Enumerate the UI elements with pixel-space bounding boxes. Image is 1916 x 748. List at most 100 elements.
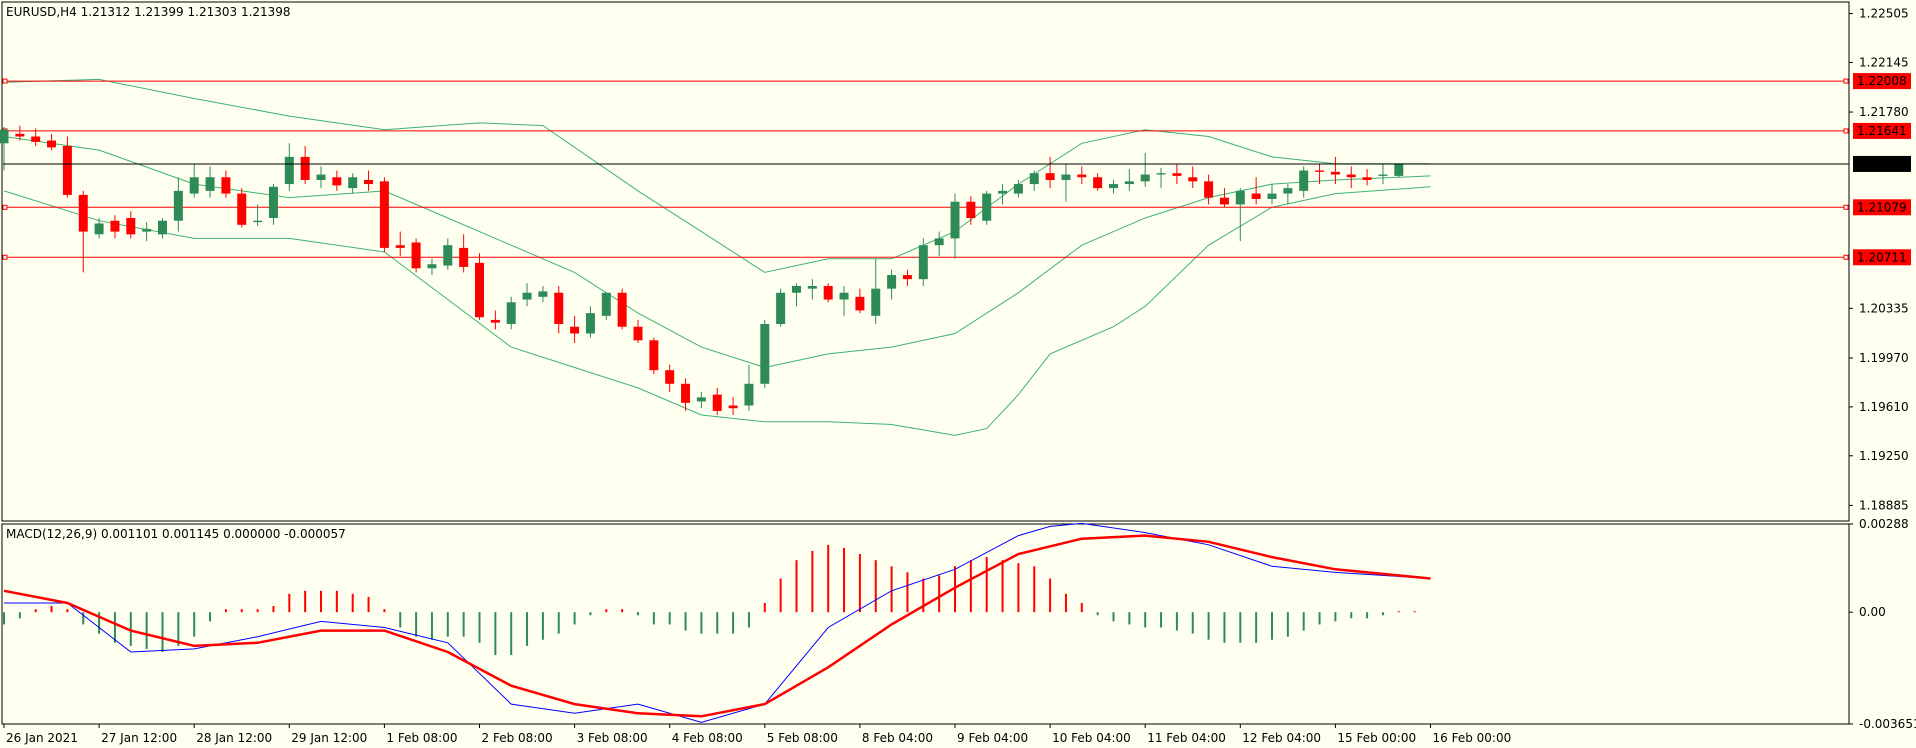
candle-body <box>776 292 786 324</box>
candle-body <box>506 302 516 324</box>
candle-body <box>649 340 659 371</box>
candle-body <box>332 177 342 186</box>
candle-body <box>1315 170 1325 172</box>
candle-body <box>1235 190 1245 205</box>
candle-body <box>459 247 469 267</box>
candle-body <box>1156 173 1166 175</box>
candle-body <box>538 291 548 297</box>
level-anchor-left <box>2 204 8 210</box>
candle-body <box>1045 173 1055 180</box>
candle-body <box>1124 181 1134 185</box>
candle-body <box>1140 174 1150 182</box>
candle-body <box>158 220 167 235</box>
level-price-tag <box>1853 249 1911 266</box>
time-tick-label: 26 Jan 2021 <box>6 731 78 745</box>
candle-body <box>237 193 247 225</box>
candle-body <box>427 264 437 269</box>
candle-body <box>189 177 199 194</box>
signal-line <box>3 534 1431 718</box>
candle-body <box>15 133 25 137</box>
macd-line <box>4 522 1431 723</box>
candle-body <box>253 220 263 223</box>
candle-body <box>1188 177 1198 182</box>
candle-body <box>395 245 405 248</box>
candle-body <box>490 319 500 323</box>
candle-body <box>839 292 849 300</box>
candle-body <box>585 313 595 334</box>
macd-tick-label: 0.00288 <box>1859 517 1909 531</box>
candle-body <box>221 177 231 194</box>
price-tick-label: 1.22145 <box>1859 55 1909 69</box>
candle-body <box>792 285 801 293</box>
price-tick-label: 1.19610 <box>1859 400 1909 414</box>
candle-body <box>522 292 532 300</box>
time-tick-label: 15 Feb 00:00 <box>1337 731 1416 745</box>
candle-body <box>712 394 722 411</box>
price-tick-label: 1.22505 <box>1859 7 1909 21</box>
candle-body <box>284 156 294 185</box>
time-tick-label: 29 Jan 12:00 <box>291 731 367 745</box>
candle-body <box>443 245 453 266</box>
level-price-tag <box>1853 73 1911 90</box>
level-price-label: 1.21079 <box>1857 200 1907 214</box>
candle-body <box>126 218 136 235</box>
price-panel[interactable]: 1.22505 1.22145 1.21780 1.20335 1.19970 1.196… <box>0 1 1911 522</box>
price-tick-label: 1.18885 <box>1859 498 1909 512</box>
time-tick-label: 9 Feb 04:00 <box>957 731 1028 745</box>
bollinger-lower-band <box>3 186 1431 436</box>
candle-body <box>887 275 897 289</box>
candle-body <box>475 262 484 318</box>
candle-body <box>744 383 754 406</box>
candle-body <box>1029 173 1039 185</box>
candle-body <box>142 228 152 232</box>
candle-body <box>0 129 9 144</box>
time-tick-label: 28 Jan 12:00 <box>196 731 272 745</box>
candle-body <box>1172 173 1182 176</box>
candle-body <box>411 242 421 269</box>
candle-body <box>1299 170 1309 191</box>
candle-body <box>364 179 374 185</box>
candle-body <box>998 190 1008 194</box>
candle-body <box>205 177 215 191</box>
candle-body <box>110 220 120 232</box>
candle-body <box>950 201 960 239</box>
candle-body <box>173 190 183 221</box>
candle-body <box>1061 174 1071 180</box>
macd-axis: 0.00288 0.00 -0.003651 <box>1849 517 1916 731</box>
candle-body <box>1378 174 1388 176</box>
candle-body <box>696 397 706 402</box>
price-tick-label: 1.20335 <box>1859 301 1909 315</box>
candle-body <box>570 326 580 334</box>
candle-body <box>379 181 389 248</box>
candle-body <box>918 245 928 280</box>
time-tick-label: 11 Feb 04:00 <box>1147 731 1226 745</box>
candle-body <box>1283 188 1293 194</box>
time-axis: 26 Jan 2021 27 Jan 12:00 28 Jan 12:00 29 Ja… <box>3 724 1511 745</box>
macd-tick-label: 0.00 <box>1859 605 1886 619</box>
candle-body <box>728 405 738 409</box>
macd-panel[interactable]: 0.00288 0.00 -0.003651 MACD(12,26,9) 0.001… <box>1 517 1916 731</box>
candle-body <box>934 238 944 246</box>
candle-body <box>1267 193 1277 200</box>
candle-body <box>1219 197 1229 205</box>
candle-body <box>871 288 881 316</box>
candle-body <box>1077 174 1087 178</box>
candle-body <box>823 285 833 300</box>
current-price-tag <box>1853 155 1911 172</box>
level-anchor-left <box>2 254 8 260</box>
time-tick-label: 8 Feb 04:00 <box>862 731 933 745</box>
price-axis: 1.22505 1.22145 1.21780 1.20335 1.19970 1.196… <box>1849 7 1909 512</box>
macd-tick-label: -0.003651 <box>1859 717 1916 731</box>
candle-body <box>300 156 310 180</box>
candle-body <box>601 292 611 316</box>
time-tick-label: 1 Feb 08:00 <box>386 731 457 745</box>
candle-body <box>681 383 691 403</box>
macd-panel-frame <box>1 523 1850 725</box>
candle-body <box>1093 177 1103 189</box>
price-tick-label: 1.19250 <box>1859 449 1909 463</box>
price-tick-label: 1.19970 <box>1859 351 1909 365</box>
candle-body <box>78 194 88 232</box>
time-tick-label: 4 Feb 08:00 <box>672 731 743 745</box>
